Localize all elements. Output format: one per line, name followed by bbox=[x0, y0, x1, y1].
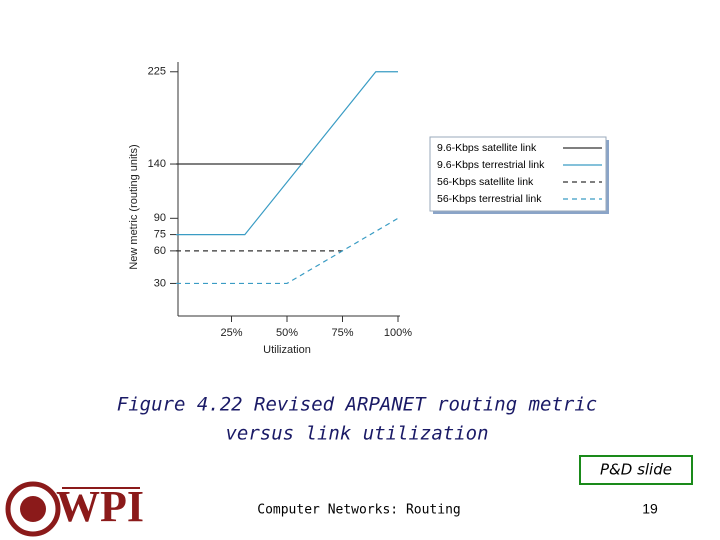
legend-label: 9.6-Kbps satellite link bbox=[437, 142, 537, 154]
logo-text: WPI bbox=[56, 482, 144, 531]
legend-label: 56-Kbps satellite link bbox=[437, 176, 534, 188]
legend-label: 56-Kbps terrestrial link bbox=[437, 193, 542, 205]
y-tick-label: 140 bbox=[148, 158, 166, 170]
y-tick-label: 60 bbox=[154, 245, 166, 257]
x-tick-label: 100% bbox=[384, 327, 412, 339]
page-number: 19 bbox=[642, 501, 658, 517]
legend-label: 9.6-Kbps terrestrial link bbox=[437, 159, 545, 171]
badge: P&D slide bbox=[600, 461, 672, 479]
x-tick-label: 75% bbox=[331, 327, 353, 339]
y-axis-label: New metric (routing units) bbox=[128, 144, 140, 269]
y-tick-label: 30 bbox=[154, 277, 166, 289]
y-tick-label: 75 bbox=[154, 228, 166, 240]
x-tick-label: 25% bbox=[220, 327, 242, 339]
x-axis-label: Utilization bbox=[263, 344, 311, 356]
y-tick-label: 90 bbox=[154, 212, 166, 224]
caption: Figure 4.22 Revised ARPANET routing metr… bbox=[117, 394, 597, 416]
series-line bbox=[176, 71, 398, 236]
logo-seal-center bbox=[20, 496, 46, 522]
x-tick-label: 50% bbox=[276, 327, 298, 339]
y-tick-label: 225 bbox=[148, 66, 166, 78]
footer: Computer Networks: Routing bbox=[257, 503, 461, 518]
series-line bbox=[176, 217, 399, 285]
caption: versus link utilization bbox=[225, 423, 488, 445]
badge-box bbox=[579, 455, 693, 485]
